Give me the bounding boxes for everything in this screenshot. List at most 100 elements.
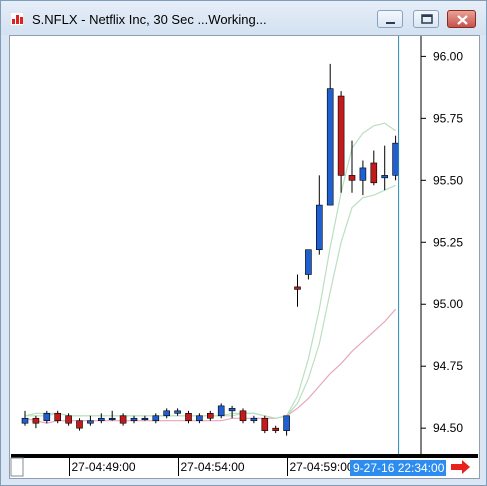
overlay-line-2 bbox=[24, 184, 396, 419]
candle-body bbox=[152, 415, 160, 422]
candle-body bbox=[283, 415, 290, 431]
candle-body bbox=[392, 142, 399, 176]
time-axis-bar bbox=[10, 454, 478, 477]
candle-body bbox=[43, 413, 51, 422]
candle[interactable] bbox=[348, 140, 356, 193]
candle[interactable] bbox=[21, 410, 29, 426]
candle-body bbox=[87, 420, 94, 424]
candle[interactable] bbox=[207, 410, 214, 421]
candle[interactable] bbox=[43, 410, 51, 424]
minimize-button[interactable] bbox=[377, 10, 403, 28]
candle-body bbox=[21, 417, 29, 424]
candle[interactable] bbox=[87, 415, 94, 426]
candle-body bbox=[250, 417, 258, 422]
candle-body bbox=[141, 417, 149, 421]
candle[interactable] bbox=[98, 413, 105, 424]
candle-body bbox=[185, 413, 192, 422]
candle[interactable] bbox=[65, 413, 72, 426]
candle[interactable] bbox=[130, 415, 138, 424]
x-tick-label: 27-04:49:00 bbox=[72, 460, 136, 474]
maximize-icon bbox=[421, 14, 433, 24]
candle-body bbox=[370, 162, 378, 184]
candle[interactable] bbox=[152, 413, 160, 424]
candle-body bbox=[359, 167, 367, 181]
candle-body bbox=[65, 415, 72, 424]
close-button[interactable] bbox=[447, 10, 476, 28]
candle[interactable] bbox=[54, 410, 62, 424]
y-tick-label: 95.00 bbox=[433, 297, 463, 311]
candle-body bbox=[272, 427, 280, 431]
candle[interactable] bbox=[32, 415, 40, 429]
overlay-line-1 bbox=[24, 308, 397, 424]
candle-body bbox=[348, 175, 356, 181]
candle-series bbox=[21, 63, 399, 436]
maximize-button[interactable] bbox=[413, 10, 439, 28]
candle-body bbox=[217, 405, 225, 417]
candle[interactable] bbox=[392, 135, 399, 181]
cursor-label-text: 9-27-16 22:34:00 bbox=[353, 461, 445, 475]
candle-body bbox=[32, 417, 40, 424]
candle-body bbox=[54, 413, 62, 422]
candle-body bbox=[98, 417, 105, 422]
candle[interactable] bbox=[370, 150, 378, 186]
candle-body bbox=[207, 413, 214, 419]
y-tick-label: 95.50 bbox=[433, 173, 463, 187]
chart-app-icon bbox=[10, 12, 24, 26]
candle-body bbox=[337, 95, 345, 176]
candle[interactable] bbox=[141, 415, 149, 421]
candle[interactable] bbox=[272, 425, 280, 434]
candle[interactable] bbox=[250, 415, 258, 424]
candle[interactable] bbox=[337, 91, 345, 193]
x-tick-label: 27-04:54:00 bbox=[181, 460, 245, 474]
candle-body bbox=[305, 249, 312, 275]
candle-body bbox=[130, 417, 138, 422]
scroll-left-box[interactable] bbox=[10, 457, 24, 477]
window-title: S.NFLX - Netflix Inc, 30 Sec ...Working.… bbox=[32, 12, 267, 27]
candle-body bbox=[381, 175, 389, 179]
time-axis: 27-04:49:00 27-04:54:00 27-04:59:00 bbox=[69, 458, 354, 476]
candle-body bbox=[108, 417, 116, 421]
cursor-time-label: 9-27-16 22:34:00 bbox=[350, 460, 446, 476]
candle-body bbox=[315, 204, 323, 251]
price-axis: 96.00 95.75 95.50 95.25 95.00 94.75 94.50 bbox=[421, 49, 463, 435]
y-tick-label: 96.00 bbox=[433, 49, 463, 63]
candle[interactable] bbox=[381, 145, 389, 191]
time-axis-top-rule bbox=[11, 454, 478, 458]
candle-body bbox=[239, 410, 247, 422]
candle-body bbox=[174, 410, 181, 414]
candle-body bbox=[196, 415, 203, 422]
candle[interactable] bbox=[163, 408, 170, 419]
candle[interactable] bbox=[305, 249, 312, 280]
candle[interactable] bbox=[174, 408, 181, 416]
candle[interactable] bbox=[108, 410, 116, 421]
candle-body bbox=[119, 415, 127, 424]
candle-body bbox=[76, 420, 83, 429]
candle[interactable] bbox=[228, 405, 236, 419]
scroll-right-arrow-icon[interactable] bbox=[451, 460, 470, 474]
cursor-label-bg bbox=[350, 460, 446, 476]
candle[interactable] bbox=[119, 413, 127, 426]
y-tick-label: 94.75 bbox=[433, 359, 463, 373]
candle[interactable] bbox=[196, 413, 203, 424]
candle-body bbox=[326, 88, 334, 206]
candle[interactable] bbox=[283, 415, 290, 436]
candle[interactable] bbox=[326, 63, 334, 206]
y-tick-label: 95.75 bbox=[433, 111, 463, 125]
candle[interactable] bbox=[217, 403, 225, 419]
candle[interactable] bbox=[294, 274, 301, 307]
title-bar[interactable]: S.NFLX - Netflix Inc, 30 Sec ...Working.… bbox=[1, 1, 486, 35]
candle[interactable] bbox=[76, 418, 83, 431]
candlestick-chart[interactable]: 96.00 95.75 95.50 95.25 95.00 94.75 94.50 27-0… bbox=[10, 36, 479, 478]
chart-area[interactable]: 96.00 95.75 95.50 95.25 95.00 94.75 94.50 27-0… bbox=[9, 35, 480, 479]
y-tick-label: 95.25 bbox=[433, 235, 463, 249]
candle[interactable] bbox=[185, 410, 192, 424]
candle[interactable] bbox=[359, 160, 367, 196]
candle-body bbox=[228, 408, 236, 412]
close-icon bbox=[457, 15, 468, 25]
x-tick-label: 27-04:59:00 bbox=[290, 460, 354, 474]
candle[interactable] bbox=[261, 415, 269, 434]
candle[interactable] bbox=[315, 175, 323, 255]
candle-body bbox=[261, 417, 269, 431]
candle[interactable] bbox=[239, 408, 247, 424]
